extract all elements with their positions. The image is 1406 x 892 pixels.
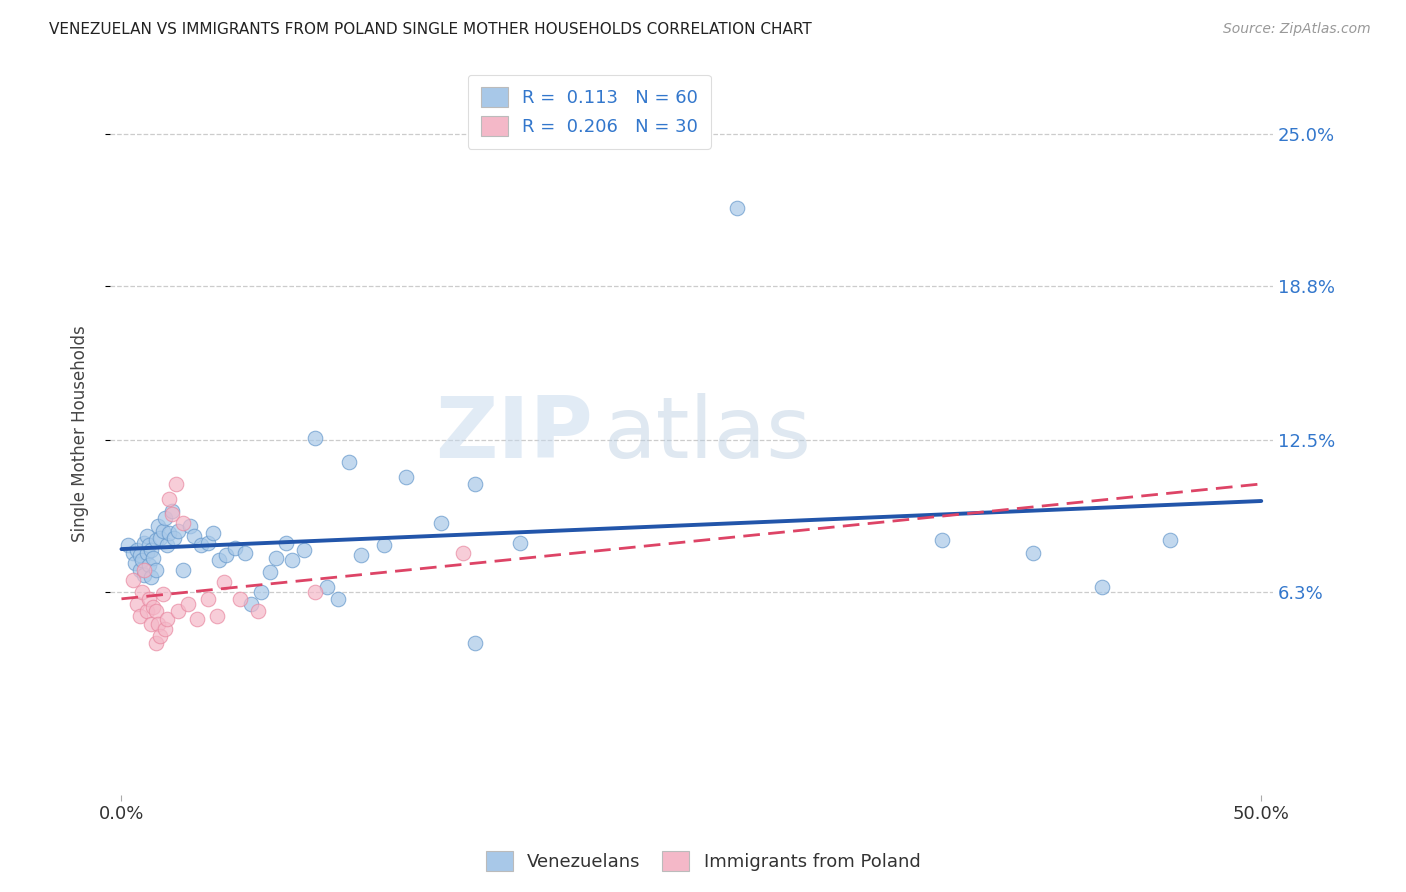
Point <box>145 605 167 619</box>
Point <box>138 538 160 552</box>
Point <box>197 592 219 607</box>
Point <box>429 516 451 531</box>
Point <box>339 455 361 469</box>
Point <box>139 543 162 558</box>
Point <box>127 597 149 611</box>
Point <box>931 533 953 548</box>
Point <box>509 536 531 550</box>
Point <box>259 566 281 580</box>
Point <box>172 563 194 577</box>
Point <box>145 533 167 548</box>
Point <box>395 470 418 484</box>
Point <box>149 629 172 643</box>
Point <box>135 605 157 619</box>
Point <box>266 550 288 565</box>
Point <box>134 536 156 550</box>
Point <box>122 573 145 587</box>
Point <box>212 575 235 590</box>
Point <box>215 548 238 562</box>
Point <box>145 636 167 650</box>
Point <box>240 597 263 611</box>
Point <box>128 548 150 562</box>
Point <box>135 528 157 542</box>
Point <box>122 546 145 560</box>
Point <box>146 616 169 631</box>
Point <box>453 546 475 560</box>
Y-axis label: Single Mother Households: Single Mother Households <box>72 326 89 542</box>
Point <box>156 538 179 552</box>
Point <box>131 585 153 599</box>
Legend: R =  0.113   N = 60, R =  0.206   N = 30: R = 0.113 N = 60, R = 0.206 N = 30 <box>468 75 710 149</box>
Point <box>1091 580 1114 594</box>
Point <box>249 585 271 599</box>
Point <box>128 563 150 577</box>
Point <box>233 546 256 560</box>
Point <box>138 592 160 607</box>
Point <box>157 526 180 541</box>
Point <box>197 536 219 550</box>
Point <box>134 563 156 577</box>
Point <box>146 518 169 533</box>
Point <box>247 605 270 619</box>
Point <box>186 612 208 626</box>
Point <box>350 548 373 562</box>
Point <box>167 524 190 538</box>
Point <box>131 553 153 567</box>
Point <box>124 556 146 570</box>
Point <box>1022 546 1045 560</box>
Point <box>292 543 315 558</box>
Point <box>165 477 187 491</box>
Point <box>304 585 326 599</box>
Point <box>464 477 486 491</box>
Point <box>183 528 205 542</box>
Point <box>205 609 228 624</box>
Point <box>142 599 165 614</box>
Point <box>160 507 183 521</box>
Point <box>128 609 150 624</box>
Point <box>157 491 180 506</box>
Point <box>153 511 176 525</box>
Point <box>139 616 162 631</box>
Point <box>274 536 297 550</box>
Point <box>281 553 304 567</box>
Point <box>152 587 174 601</box>
Text: VENEZUELAN VS IMMIGRANTS FROM POLAND SINGLE MOTHER HOUSEHOLDS CORRELATION CHART: VENEZUELAN VS IMMIGRANTS FROM POLAND SIN… <box>49 22 811 37</box>
Point <box>201 526 224 541</box>
Point <box>315 580 337 594</box>
Point <box>1159 533 1181 548</box>
Point <box>152 524 174 538</box>
Point <box>139 570 162 584</box>
Point <box>224 541 246 555</box>
Point <box>156 612 179 626</box>
Point <box>149 531 172 545</box>
Legend: Venezuelans, Immigrants from Poland: Venezuelans, Immigrants from Poland <box>478 844 928 879</box>
Point <box>172 516 194 531</box>
Point <box>167 605 190 619</box>
Point <box>229 592 252 607</box>
Point <box>373 538 395 552</box>
Point <box>179 518 201 533</box>
Point <box>145 563 167 577</box>
Point <box>153 622 176 636</box>
Point <box>127 543 149 558</box>
Point <box>134 567 156 582</box>
Point <box>326 592 349 607</box>
Text: atlas: atlas <box>605 392 813 475</box>
Point <box>117 538 139 552</box>
Text: Source: ZipAtlas.com: Source: ZipAtlas.com <box>1223 22 1371 37</box>
Point <box>725 201 748 215</box>
Point <box>304 431 326 445</box>
Point <box>135 546 157 560</box>
Point <box>208 553 231 567</box>
Point <box>163 531 186 545</box>
Point <box>160 504 183 518</box>
Point <box>138 558 160 572</box>
Text: ZIP: ZIP <box>434 392 592 475</box>
Point <box>142 550 165 565</box>
Point <box>190 538 212 552</box>
Point <box>176 597 198 611</box>
Point <box>464 636 486 650</box>
